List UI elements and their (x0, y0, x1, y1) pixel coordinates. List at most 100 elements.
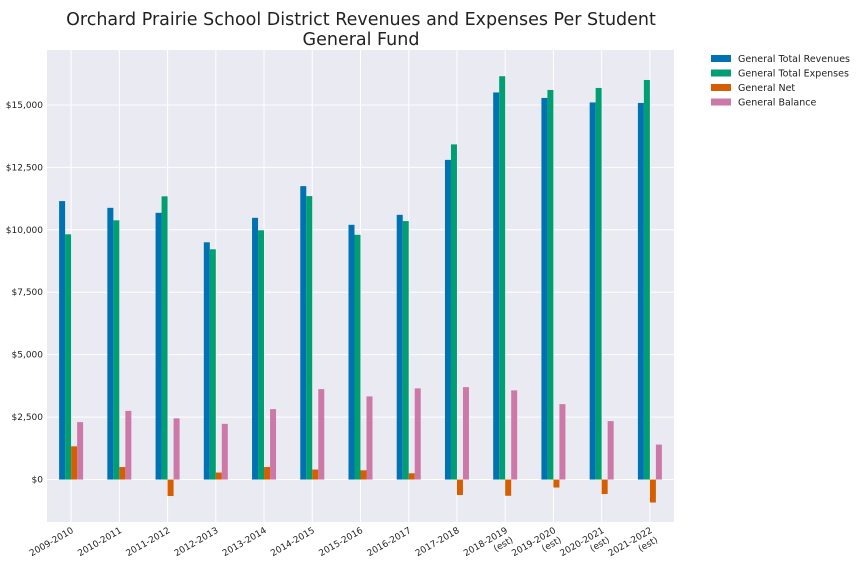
bar (161, 196, 168, 480)
x-tick-label: 2010-2011 (76, 526, 123, 559)
bar (360, 470, 367, 480)
x-tick-label: 2021-2022(est) (607, 526, 660, 559)
bar (637, 102, 644, 480)
legend-swatch (711, 55, 731, 62)
legend-label: General Net (738, 83, 795, 94)
bar (348, 224, 355, 480)
x-tick-label: 2018-2019(est) (462, 526, 515, 569)
bar (505, 479, 512, 496)
svg-text:2011-2012: 2011-2012 (125, 526, 172, 559)
bar (601, 479, 608, 495)
legend-label: General Total Expenses (738, 69, 849, 80)
x-tick-label-line: 2010-2011 (76, 526, 123, 559)
x-tick-label: 2020-2021(est) (559, 526, 612, 569)
bar (493, 92, 500, 480)
bar (462, 387, 469, 480)
bar (589, 102, 596, 480)
chart-title-line: Orchard Prairie School District Revenues… (66, 10, 656, 30)
x-tick-label-line: 2016-2017 (366, 526, 413, 559)
bar (107, 207, 114, 480)
x-axis-ticks: 2009-2010 2010-2011 2011-2012 2012-2013 2013… (28, 526, 660, 569)
x-tick-label: 2014-2015 (269, 526, 316, 559)
svg-text:2020-2021(est): 2020-2021(est) (559, 526, 612, 569)
svg-text:2017-2018: 2017-2018 (414, 526, 462, 559)
x-tick-label: 2009-2010 (28, 526, 76, 559)
y-tick-label: $12,500 (6, 163, 43, 173)
x-tick-label: 2016-2017 (366, 526, 413, 559)
bar (444, 159, 451, 480)
legend-swatch (711, 84, 731, 91)
bar (258, 230, 265, 480)
x-tick-label-line: 2009-2010 (28, 526, 76, 559)
svg-text:2016-2017: 2016-2017 (366, 526, 413, 559)
bar (306, 196, 313, 480)
bar (396, 214, 403, 480)
bar (155, 212, 162, 480)
x-tick-label: 2011-2012 (125, 526, 172, 559)
bar (655, 444, 662, 480)
x-tick-label: 2019-2020(est) (510, 526, 563, 569)
bar (59, 201, 66, 480)
svg-text:2012-2013: 2012-2013 (173, 526, 220, 559)
bar (77, 422, 84, 480)
x-tick-label-line: 2017-2018 (414, 526, 462, 559)
bar (71, 446, 78, 480)
bar (408, 473, 415, 480)
bar (643, 79, 650, 480)
y-tick-label: $10,000 (6, 226, 43, 236)
bar (402, 221, 409, 480)
y-tick-label: $2,500 (12, 413, 44, 423)
legend-swatch (711, 98, 731, 106)
y-tick-label: $15,000 (6, 101, 43, 111)
bar (270, 409, 277, 480)
bar (312, 469, 319, 480)
svg-text:2010-2011: 2010-2011 (76, 526, 123, 559)
bar (125, 410, 132, 480)
x-tick-label-line: 2014-2015 (269, 526, 316, 559)
svg-text:2013-2014: 2013-2014 (221, 526, 269, 559)
x-tick-label: 2012-2013 (173, 526, 220, 559)
svg-text:2014-2015: 2014-2015 (269, 526, 316, 559)
svg-text:2019-2020(est): 2019-2020(est) (510, 526, 563, 569)
chart-title: Orchard Prairie School District Revenues… (66, 10, 656, 50)
legend-label: General Balance (738, 98, 817, 109)
bar (541, 97, 548, 480)
bar (354, 234, 361, 480)
x-tick-label-line: 2015-2016 (318, 526, 366, 559)
bar (366, 396, 373, 480)
y-tick-label: $5,000 (12, 351, 44, 361)
legend: General Total Revenues General Total Expe… (711, 54, 850, 109)
svg-text:2018-2019(est): 2018-2019(est) (462, 526, 515, 569)
bar (252, 217, 259, 480)
bar (559, 404, 566, 480)
bar (595, 87, 602, 480)
bar (450, 144, 457, 480)
bar (499, 76, 506, 480)
chart-title-line: General Fund (303, 30, 420, 50)
bar (649, 479, 656, 503)
bar (456, 479, 463, 496)
bar (203, 242, 210, 480)
svg-text:2015-2016: 2015-2016 (318, 526, 366, 559)
bar (113, 220, 120, 480)
bars (59, 76, 662, 503)
legend-label: General Total Revenues (738, 54, 850, 65)
x-tick-label: 2017-2018 (414, 526, 462, 559)
bar (547, 89, 554, 480)
bar (300, 186, 307, 480)
svg-text:2009-2010: 2009-2010 (28, 526, 76, 559)
bar (221, 423, 228, 480)
bar (264, 467, 271, 480)
bar (173, 418, 180, 480)
bar (414, 388, 421, 480)
bar (167, 479, 174, 497)
bar (215, 472, 222, 480)
legend-swatch (711, 69, 731, 77)
x-tick-label: 2015-2016 (318, 526, 366, 559)
bar (209, 249, 216, 480)
bar (119, 467, 126, 480)
y-tick-label: $7,500 (12, 288, 44, 298)
x-tick-label-line: 2011-2012 (125, 526, 172, 559)
bar (553, 479, 560, 488)
